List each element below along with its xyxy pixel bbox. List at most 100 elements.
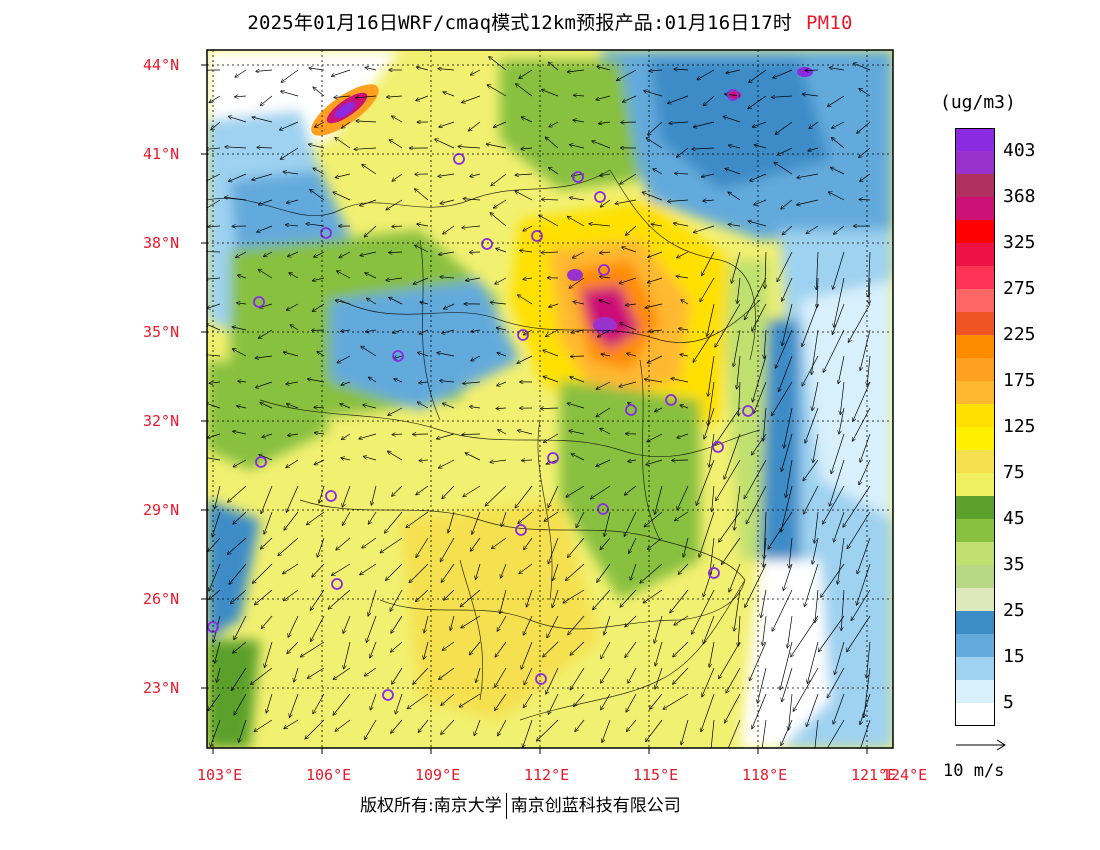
wind-vector — [803, 94, 819, 96]
wind-vector — [360, 199, 377, 206]
wind-vector — [570, 145, 585, 149]
wind-vector — [625, 641, 637, 657]
wind-vector — [546, 667, 559, 694]
wind-vector — [438, 69, 455, 70]
wind-vector — [471, 355, 481, 361]
wind-vector — [437, 433, 455, 439]
wind-vector — [568, 217, 585, 227]
wind-vector — [387, 96, 403, 97]
wind-vector — [490, 302, 507, 304]
lon-label: 115°E — [633, 766, 679, 784]
wind-vector — [520, 250, 533, 252]
wind-vector — [674, 223, 689, 227]
lat-label: 23°N — [143, 679, 180, 697]
wind-vector — [673, 641, 689, 657]
wind-vector — [854, 63, 871, 71]
wind-vector — [544, 433, 559, 443]
wind-vector — [288, 251, 299, 257]
wind-vector — [390, 589, 403, 611]
wind-vector — [597, 67, 611, 71]
wind-vector — [313, 693, 325, 714]
legend-swatch — [955, 427, 995, 450]
wind-vector — [392, 485, 403, 496]
wind-vector — [207, 433, 221, 438]
wind-vector — [232, 667, 247, 690]
wind-vector — [261, 537, 273, 549]
wind-vector — [256, 70, 273, 71]
wind-vector — [753, 355, 767, 402]
wind-vector — [365, 273, 377, 279]
wind-vector — [441, 719, 455, 734]
wind-vector — [703, 563, 715, 597]
wind-vector — [807, 641, 819, 683]
wind-vector — [359, 433, 377, 439]
lon-label: 112°E — [524, 766, 570, 784]
wind-vector — [207, 173, 221, 182]
wind-vector — [380, 537, 403, 553]
map-frame — [206, 49, 894, 749]
wind-vector — [737, 277, 741, 303]
wind-vector — [675, 173, 689, 174]
wind-vector — [763, 615, 767, 645]
wind-vector — [341, 330, 351, 331]
wind-vector — [549, 62, 559, 71]
wind-vector — [709, 433, 715, 467]
wind-vector — [286, 485, 299, 512]
wind-vector — [259, 455, 273, 461]
wind-vector — [591, 485, 611, 499]
wind-vector — [600, 429, 611, 435]
wind-vector — [728, 192, 741, 201]
wind-vector — [703, 95, 715, 106]
wind-vector — [692, 148, 715, 149]
wind-vector — [307, 511, 325, 525]
wind-vector — [521, 148, 533, 149]
wind-vector — [734, 485, 741, 530]
wind-vector — [545, 137, 559, 149]
wind-vector — [648, 121, 663, 135]
wind-vector — [496, 249, 507, 253]
wind-vector — [491, 173, 507, 186]
wind-vector — [681, 300, 689, 305]
concentration-field — [207, 50, 893, 748]
wind-vector — [389, 252, 403, 253]
wind-vector — [814, 511, 819, 543]
wind-vector — [501, 563, 507, 578]
wind-vector — [677, 485, 689, 510]
lon-label: 103°E — [197, 766, 243, 784]
wind-vector — [364, 225, 377, 237]
wind-vector — [471, 69, 481, 75]
wind-vector — [439, 459, 455, 468]
wind-vector — [669, 122, 689, 123]
wind-vector — [356, 96, 377, 98]
legend-swatch — [955, 220, 995, 243]
wind-vector — [733, 329, 741, 367]
wind-vector — [391, 615, 403, 633]
wind-vector — [362, 165, 377, 175]
wind-vector — [251, 667, 273, 684]
lat-label: 32°N — [143, 412, 180, 430]
wind-vector — [418, 402, 429, 409]
wind-vector — [386, 563, 403, 580]
wind-vector — [335, 138, 351, 149]
wind-vector — [489, 57, 507, 71]
wind-vector — [726, 69, 741, 73]
wind-vector — [424, 615, 429, 633]
legend-swatch — [955, 657, 995, 680]
wind-vector — [549, 303, 559, 307]
wind-vector — [225, 147, 247, 148]
wind-vector — [600, 277, 611, 279]
wind-vector — [518, 295, 533, 305]
wind-vector — [518, 511, 533, 523]
wind-vector — [262, 615, 273, 628]
wind-vector — [777, 251, 793, 282]
wind-vector — [314, 407, 325, 408]
wind-vector — [548, 537, 559, 564]
wind-vector — [209, 95, 221, 103]
wind-vector — [626, 693, 637, 712]
wind-vector — [229, 563, 247, 584]
wind-vector — [566, 485, 585, 497]
wind-vector — [495, 277, 507, 284]
wind-vector — [541, 408, 559, 409]
wind-vector — [620, 173, 637, 184]
